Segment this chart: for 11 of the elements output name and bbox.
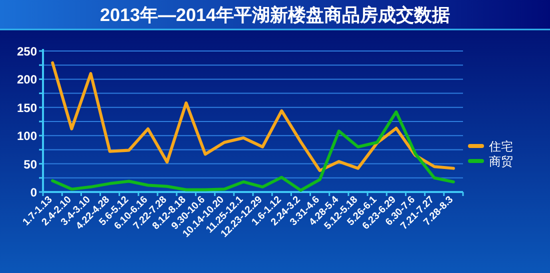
y-tick-label: 100 <box>16 129 38 144</box>
y-tick-label: 150 <box>16 100 38 115</box>
y-tick-label: 250 <box>16 44 38 58</box>
legend-label: 住宅 <box>488 140 513 154</box>
legend-label: 商贸 <box>489 154 513 168</box>
line-series <box>51 110 455 192</box>
y-tick-label: 50 <box>24 157 38 172</box>
line-series <box>51 61 455 172</box>
y-tick-label: 200 <box>16 72 38 87</box>
y-tick-label: 0 <box>30 186 38 200</box>
chart-title: 2013年—2014年平湖新楼盘商品房成交数据 <box>100 5 450 25</box>
